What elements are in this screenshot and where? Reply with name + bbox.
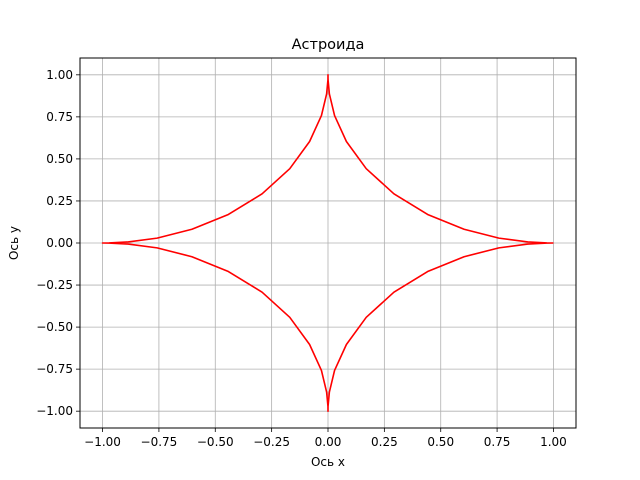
y-tick-label: 0.25: [46, 194, 73, 208]
y-axis-ticks: −1.00 −0.75 −0.50 −0.25 0.00 0.25 0.50 0.75 1.00: [36, 68, 80, 418]
series-layer: [101, 74, 554, 412]
y-tick-label: 0.50: [46, 152, 73, 166]
y-tick-label: −0.75: [36, 362, 73, 376]
x-tick-label: −1.00: [84, 435, 121, 449]
y-tick-label: 0.75: [46, 110, 73, 124]
astroid-curve: [101, 74, 554, 412]
x-tick-label: 1.00: [540, 435, 567, 449]
x-tick-label: 0.50: [427, 435, 454, 449]
y-tick-label: −0.50: [36, 320, 73, 334]
x-tick-label: 0.00: [315, 435, 342, 449]
chart-title: Астроида: [292, 37, 365, 53]
y-tick-label: 1.00: [46, 68, 73, 82]
y-tick-label: 0.00: [46, 236, 73, 250]
y-tick-label: −1.00: [36, 404, 73, 418]
x-tick-label: −0.75: [141, 435, 178, 449]
y-tick-label: −0.25: [36, 278, 73, 292]
x-axis-ticks: −1.00 −0.75 −0.50 −0.25 0.00 0.25 0.50 0.75 1.00: [84, 428, 567, 449]
x-axis-label: Ось x: [311, 455, 345, 469]
grid-lines: [80, 58, 576, 428]
x-tick-label: 0.75: [484, 435, 511, 449]
x-tick-label: 0.25: [371, 435, 398, 449]
x-tick-label: −0.50: [197, 435, 234, 449]
y-axis-label: Ось y: [7, 226, 21, 260]
x-tick-label: −0.25: [253, 435, 290, 449]
